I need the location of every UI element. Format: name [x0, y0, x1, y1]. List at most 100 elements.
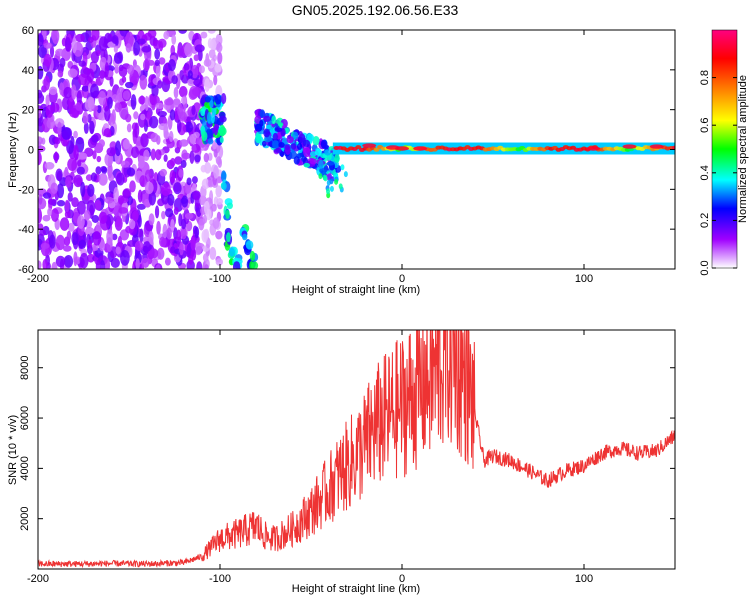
- spectrogram-cell: [193, 131, 200, 139]
- spectrogram-cell: [214, 94, 222, 105]
- y-tick-label: 60: [22, 25, 34, 37]
- spectrogram-cell: [140, 133, 149, 148]
- spectrogram-cell: [49, 234, 56, 249]
- spectrogram-cell: [191, 105, 196, 116]
- spectrogram-cell: [121, 76, 127, 83]
- spectrogram-cell: [194, 241, 203, 256]
- spectrogram-cell: [178, 111, 188, 122]
- spectrogram-cell: [326, 188, 331, 195]
- spectrogram-cell: [180, 226, 187, 240]
- spectrogram-cell: [92, 150, 97, 160]
- spectrogram-cell: [148, 213, 155, 226]
- spectrogram-cell: [205, 128, 213, 140]
- spectrogram-cell: [71, 197, 79, 208]
- spectrogram-cell: [144, 32, 152, 41]
- spectrogram-cell: [229, 247, 235, 257]
- spectrogram-cell: [672, 145, 675, 150]
- spectrogram-cell: [99, 239, 106, 252]
- spectrogram-cell: [173, 207, 179, 215]
- spectrogram-cell: [38, 65, 44, 80]
- spectrogram-cell: [66, 230, 72, 241]
- colorbar-label: Normalized spectral amplitude: [737, 75, 749, 223]
- snr-x-label: Height of straight line (km): [292, 583, 420, 595]
- spectrogram-cell: [159, 236, 167, 248]
- spectrogram-cell: [51, 102, 60, 113]
- spectrogram-cell: [171, 75, 178, 85]
- spectrogram-cell: [290, 148, 295, 154]
- x-tick-label: -100: [209, 573, 231, 585]
- spectrogram-cell: [219, 136, 224, 144]
- spectrogram-cell: [168, 130, 174, 143]
- spectrogram-cell: [38, 109, 42, 119]
- spectrogram-cell: [55, 48, 65, 57]
- spectrogram-cell: [107, 96, 113, 109]
- spectrogram-cell: [163, 154, 168, 162]
- spectrogram-cell: [171, 34, 177, 45]
- spectrogram-cell: [155, 102, 164, 109]
- spectrogram-cell: [157, 80, 163, 89]
- spectrogram-cell: [162, 223, 168, 239]
- colorbar-tick-label: 0.0: [699, 260, 711, 275]
- spectrogram-cell: [144, 181, 154, 194]
- spectrogram-cell: [323, 175, 328, 182]
- spectrogram-cell: [189, 150, 195, 164]
- spectrogram-y-label: Frequency (Hz): [7, 112, 19, 188]
- spectrogram-cell: [78, 60, 87, 67]
- colorbar: 0.0 0.2 0.4 0.6 0.8 Normalized spectral ampl…: [699, 29, 749, 276]
- spectrogram-cell: [142, 241, 152, 254]
- spectrogram-cell: [113, 45, 118, 53]
- spectrogram-cell: [373, 147, 380, 152]
- spectrogram-cell: [213, 123, 219, 136]
- spectrogram-cell: [217, 51, 223, 65]
- spectrogram-cell: [111, 109, 116, 125]
- spectrogram-cell: [183, 63, 190, 71]
- spectrogram-cell: [141, 45, 152, 53]
- spectrogram-cell: [47, 207, 53, 217]
- spectrogram-cell: [71, 232, 79, 246]
- spectrogram-cell: [90, 172, 98, 182]
- spectrogram-cell: [43, 75, 50, 91]
- spectrogram-cell: [87, 253, 95, 263]
- spectrogram-cell: [73, 174, 83, 188]
- spectrogram-cell: [43, 53, 52, 67]
- spectrogram-cell: [218, 126, 227, 136]
- spectrogram-cell: [86, 68, 95, 83]
- spectrogram-cell: [225, 209, 230, 220]
- x-tick-label: -200: [27, 573, 49, 585]
- spectrogram-cell: [250, 261, 259, 269]
- spectrogram-cell: [44, 161, 55, 170]
- y-tick-label: -40: [18, 224, 34, 236]
- snr-frame: [37, 329, 676, 570]
- spectrogram-cell: [649, 144, 664, 149]
- y-tick-label: 4000: [19, 456, 31, 480]
- spectrogram-cell: [196, 261, 203, 269]
- snr-marks: [38, 330, 675, 569]
- spectrogram-cell: [38, 193, 43, 205]
- spectrogram-cell: [42, 214, 51, 222]
- spectrogram-cell: [55, 234, 65, 251]
- spectrogram-cell: [154, 205, 160, 219]
- spectrogram-cell: [338, 183, 343, 190]
- spectrogram-cell: [124, 81, 134, 89]
- spectrogram-cell: [212, 217, 220, 229]
- spectrogram-cell: [203, 152, 210, 163]
- spectrogram-cell: [207, 37, 213, 49]
- spectrogram-cell: [148, 115, 159, 129]
- spectrogram-cell: [63, 86, 73, 99]
- spectrogram-cell: [158, 123, 168, 131]
- spectrogram-cell: [73, 251, 78, 267]
- spectrogram-cell: [59, 217, 70, 231]
- spectrogram-cell: [125, 113, 132, 123]
- spectrogram-cell: [198, 218, 205, 231]
- spectrogram-cell: [192, 225, 198, 235]
- spectrogram-cell: [193, 78, 203, 87]
- spectrogram-cell: [95, 259, 101, 269]
- spectrogram-cell: [137, 189, 143, 203]
- spectrogram-cell: [194, 154, 201, 163]
- spectrogram-cell: [40, 242, 50, 250]
- spectrogram-cell: [355, 145, 362, 150]
- spectrogram-cell: [54, 137, 61, 145]
- spectrogram-cell: [79, 252, 89, 269]
- spectrogram-cell: [82, 111, 89, 125]
- spectrogram-cell: [39, 229, 46, 236]
